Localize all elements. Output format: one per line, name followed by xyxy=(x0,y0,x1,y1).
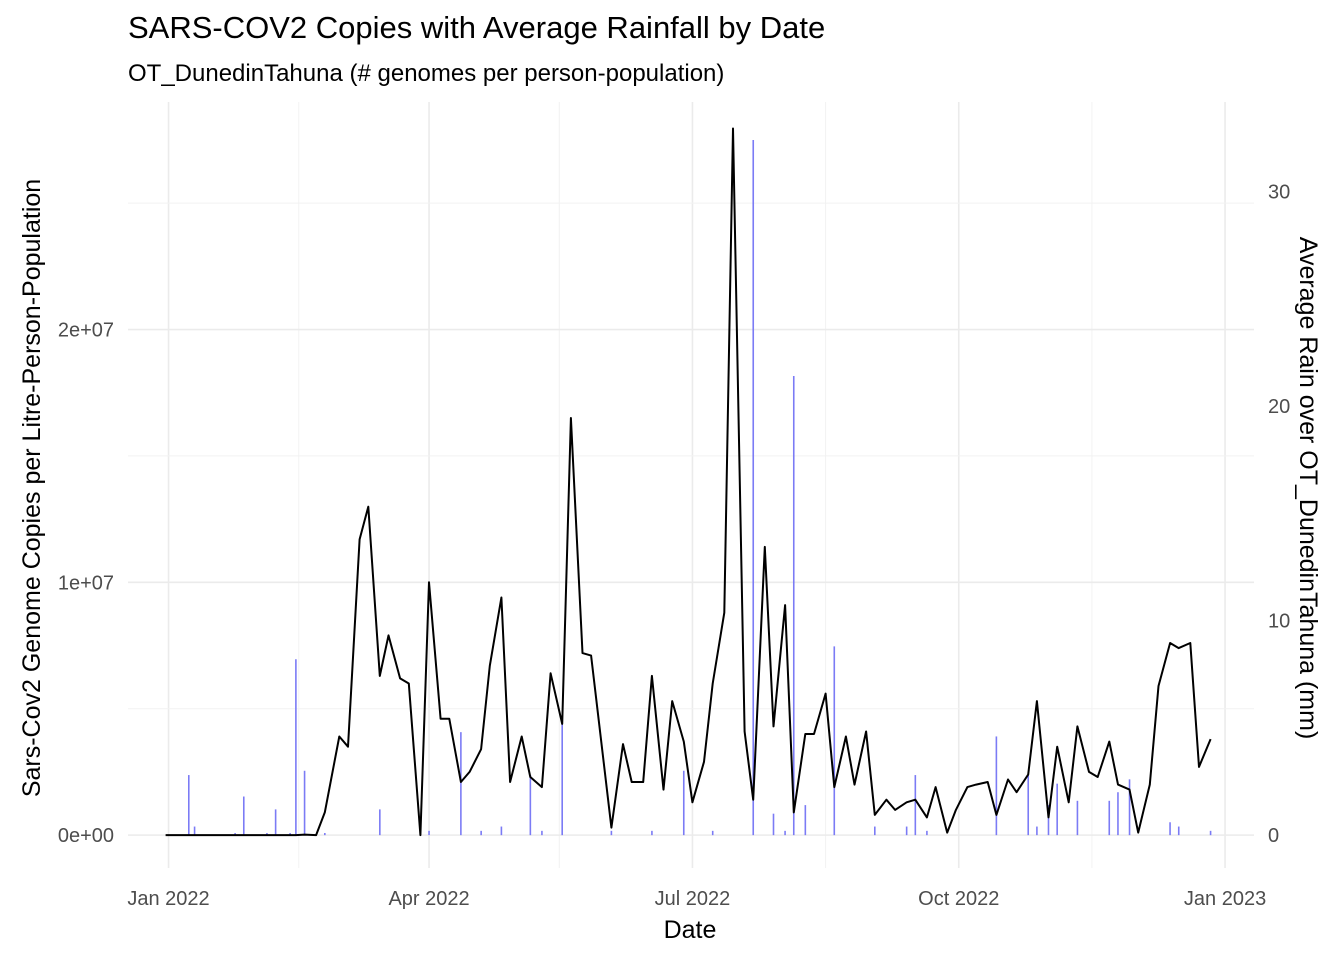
x-tick-label: Jan 2023 xyxy=(1184,888,1266,910)
chart-title: SARS-COV2 Copies with Average Rainfall b… xyxy=(128,10,826,45)
y-axis-title: Sars-Cov2 Genome Copies per Litre-Person… xyxy=(18,179,46,797)
copies-line xyxy=(165,127,1212,837)
y-tick-label: 1e+07 xyxy=(58,572,114,594)
x-tick-label: Apr 2022 xyxy=(388,888,469,910)
y2-axis-title: Average Rain over OT_DunedinTahuna (mm) xyxy=(1294,237,1322,740)
y-tick-label: 2e+07 xyxy=(58,320,114,342)
chart-subtitle: OT_DunedinTahuna (# genomes per person-p… xyxy=(128,60,725,87)
rainfall-bars xyxy=(187,140,1212,836)
copies-series-line xyxy=(165,127,1212,837)
y2-tick-label: 30 xyxy=(1268,181,1290,203)
y2-tick-label: 20 xyxy=(1268,396,1290,418)
y2-tick-label: 10 xyxy=(1268,611,1290,633)
x-tick-label: Jan 2022 xyxy=(127,888,209,910)
x-tick-label: Oct 2022 xyxy=(918,888,999,910)
axis-labels: Jan 2022 Apr 2022 Jul 2022 Oct 2022 Jan 2023… xyxy=(58,181,1290,910)
y2-tick-label: 0 xyxy=(1268,825,1279,847)
y-tick-label: 0e+00 xyxy=(58,825,114,847)
x-tick-label: Jul 2022 xyxy=(655,888,731,910)
x-axis-title: Date xyxy=(664,916,717,944)
